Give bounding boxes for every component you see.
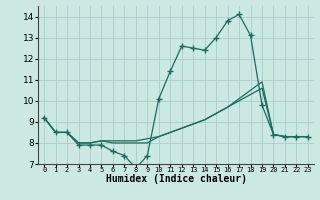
X-axis label: Humidex (Indice chaleur): Humidex (Indice chaleur) — [106, 174, 246, 184]
